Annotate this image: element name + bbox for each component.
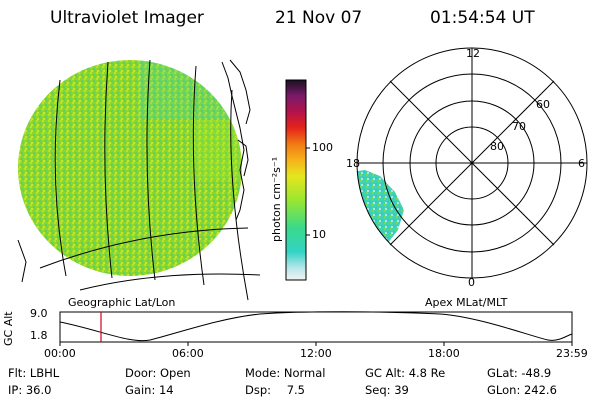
colorbar xyxy=(285,79,310,281)
time-label: 01:54:54 UT xyxy=(430,8,535,28)
time-tick-12: 12:00 xyxy=(300,347,332,360)
altitude-curve xyxy=(59,311,573,342)
info-door: Door: Open xyxy=(125,366,191,380)
lat-label-70: 70 xyxy=(512,120,526,133)
info-flt: Flt: LBHL xyxy=(8,366,60,380)
info-seq: Seq: 39 xyxy=(365,383,409,397)
altitude-ytick-1-8: 1.8 xyxy=(30,329,48,342)
geographic-image xyxy=(17,59,261,301)
info-mode: Mode: Normal xyxy=(245,366,326,380)
mlt-label-0: 0 xyxy=(468,276,475,289)
geographic-title: Geographic Lat/Lon xyxy=(68,296,176,309)
date-label: 21 Nov 07 xyxy=(275,8,363,28)
info-gain: Gain: 14 xyxy=(125,383,174,397)
colorbar-tick-10: 10 xyxy=(312,228,326,241)
info-glon: GLon: 242.6 xyxy=(487,383,557,397)
lat-label-80: 80 xyxy=(490,140,504,153)
altitude-ylabel: GC Alt xyxy=(2,311,15,346)
mlt-label-18: 18 xyxy=(346,157,360,170)
info-ip: IP: 36.0 xyxy=(8,383,52,397)
colorbar-label: photon cm⁻²s⁻¹ xyxy=(270,156,283,242)
info-gcalt: GC Alt: 4.8 Re xyxy=(365,366,446,380)
apex-title: Apex MLat/MLT xyxy=(425,296,508,309)
coastline xyxy=(17,59,251,283)
instrument-title: Ultraviolet Imager xyxy=(50,8,204,28)
info-glat: GLat: -48.9 xyxy=(487,366,552,380)
time-tick-2359: 23:59 xyxy=(556,347,588,360)
colorbar-ticks xyxy=(306,147,310,236)
mlt-label-6: 6 xyxy=(578,157,585,170)
lat-lon-grid xyxy=(39,59,261,301)
altitude-ytick-9: 9.0 xyxy=(30,307,48,320)
info-dsp: Dsp: 7.5 xyxy=(245,383,305,397)
lat-label-60: 60 xyxy=(536,98,550,111)
altitude-plot xyxy=(59,311,573,346)
time-tick-00: 00:00 xyxy=(44,347,76,360)
time-tick-18: 18:00 xyxy=(428,347,460,360)
time-tick-06: 06:00 xyxy=(172,347,204,360)
colorbar-tick-100: 100 xyxy=(312,141,333,154)
polar-plot xyxy=(356,47,588,279)
mlt-label-12: 12 xyxy=(466,47,480,60)
